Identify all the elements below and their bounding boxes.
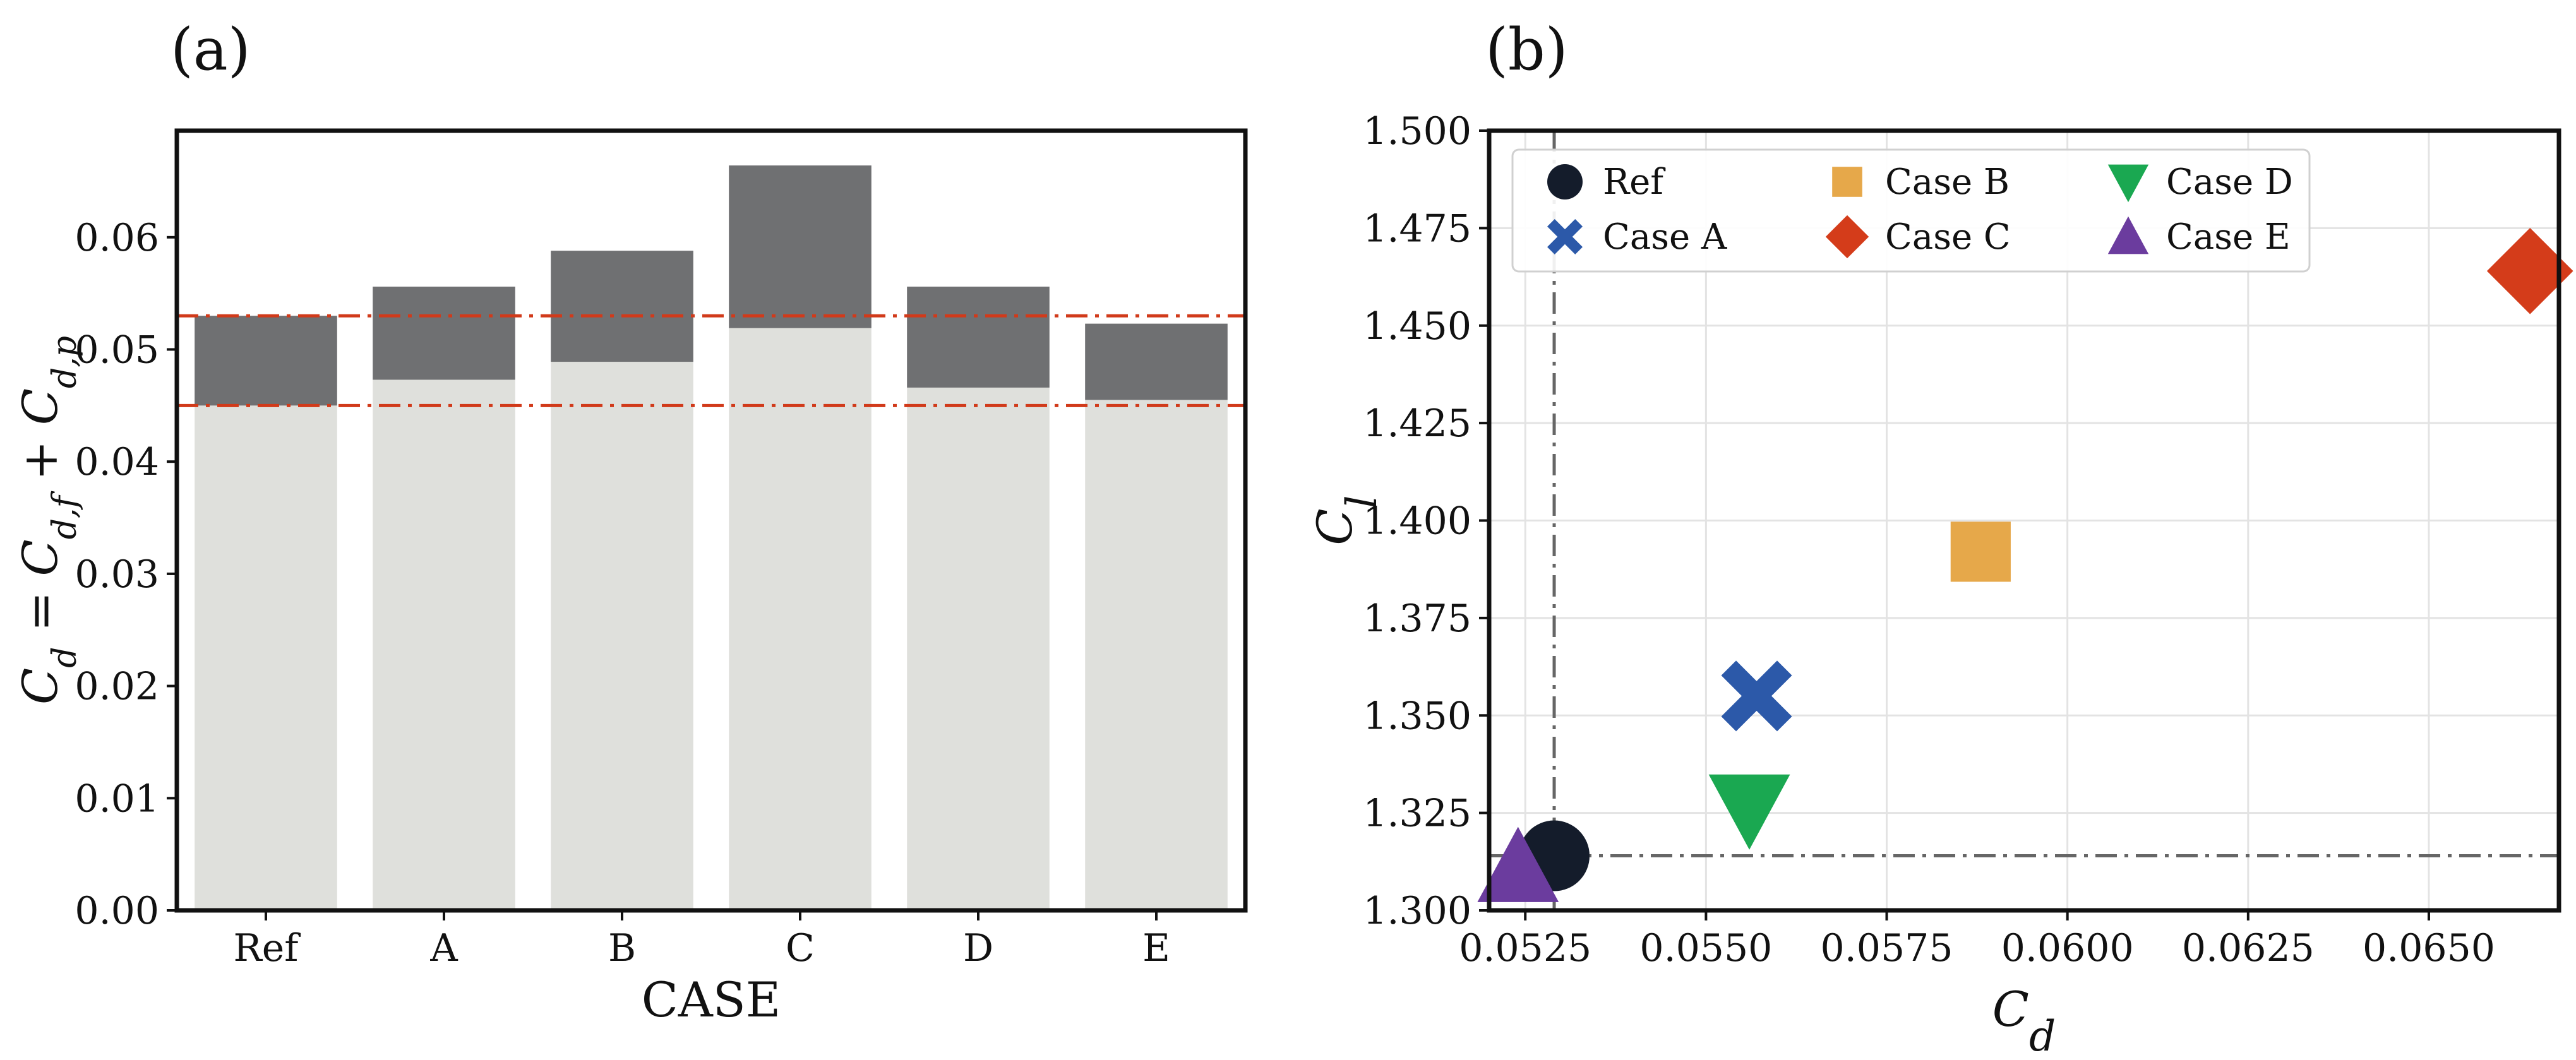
bar-cdp-c [729,165,872,328]
scatter-points [1477,227,2573,902]
x-tick-label: A [429,926,458,970]
x-axis-ticks: Ref A B C D E [234,910,1170,970]
point-case-a [1721,660,1792,732]
legend-label: Case C [1885,217,2011,258]
y-tick-label: 0.02 [75,665,159,709]
y-tick-label: 1.375 [1363,597,1471,641]
x-axis-title: CASE [642,972,781,1028]
bar-cdf-a [373,379,515,910]
plot-frame-a [174,128,1248,913]
bar-cdp-a [373,287,515,380]
x-tick-label: 0.0625 [2182,926,2315,970]
legend-label: Ref [1603,162,1666,203]
y-tick-label: 0.06 [75,216,159,260]
x-tick-label: 0.0575 [1821,926,1953,970]
y-tick-label: 1.425 [1363,402,1471,446]
y-axis-ticks: 0.00 0.01 0.02 0.03 0.04 0.05 0.06 [75,216,177,933]
bar-cdf-ref [195,405,337,910]
bar-cdp-b [551,251,693,362]
bar-cdf-d [907,387,1050,910]
y-axis-title: Cd = Cd,f + Cd,p [12,336,84,705]
y-tick-label: 1.325 [1363,792,1471,836]
x-tick-label: E [1142,926,1170,970]
legend-box [1511,148,2311,273]
reference-lines [177,314,1245,407]
bar-group [195,165,1228,910]
y-tick-label: 1.500 [1363,109,1471,153]
y-tick-label: 1.300 [1363,889,1471,933]
x-axis-title: Cd [1992,981,2056,1060]
point-case-b [1950,521,2011,582]
x-tick-label: Ref [234,926,301,970]
legend-marker-ref [1547,164,1583,199]
x-tick-label: 0.0600 [2001,926,2134,970]
y-tick-label: 1.475 [1363,206,1471,251]
panel-a: (a) 0.00 0.01 0.02 0.03 0.04 0.05 0.06 Ref A B C D… [12,16,1248,1028]
legend-label: Case B [1885,162,2010,203]
panel-b-label: (b) [1485,16,1568,83]
y-tick-label: 0.05 [75,328,159,372]
y-tick-label: 0.01 [75,777,159,821]
y-tick-label: 1.450 [1363,304,1471,348]
point-case-d [1708,774,1790,850]
legend-marker-case-c [1825,215,1869,259]
y-axis-ticks: 1.300 1.325 1.350 1.375 1.400 1.425 1.450 1.475… [1363,109,1489,933]
legend-label: Case A [1603,217,1727,258]
panel-b: (b) 1.3001.3251.3501.3751.4001.4251.4501… [1307,16,2573,1060]
y-tick-label: 1.350 [1363,694,1471,738]
bar-cdp-e [1085,323,1228,400]
bar-cdf-e [1085,400,1228,910]
legend-marker-case-d [2107,164,2149,203]
y-tick-label: 0.00 [75,889,159,933]
legend-marker-case-b [1832,167,1862,197]
legend-label: Case D [2166,162,2293,203]
x-tick-label: 0.0550 [1639,926,1772,970]
x-tick-label: 0.0650 [2363,926,2495,970]
point-case-e [1477,826,1559,902]
y-tick-label: 0.03 [75,552,159,597]
x-tick-label: D [963,926,993,970]
y-tick-label: 0.04 [75,440,159,484]
legend-label: Case E [2166,217,2291,258]
point-case-c [2486,227,2573,314]
legend-marker-case-a [1547,219,1583,254]
x-tick-label: B [608,926,636,970]
y-tick-label: 1.400 [1363,499,1471,544]
bar-cdp-d [907,287,1050,388]
bar-cdf-b [551,362,693,910]
x-tick-label: C [786,926,815,970]
panel-a-label: (a) [171,16,251,83]
bar-cdp-ref [195,316,337,406]
legend: Ref Case A Case B Case C Case D Case E [1511,148,2311,273]
x-tick-label: 0.0525 [1459,926,1591,970]
x-axis-ticks: 0.0525 0.0550 0.0575 0.0600 0.0625 0.0650 [1459,910,2495,970]
bar-cdf-c [729,328,872,910]
legend-marker-case-e [2107,216,2149,254]
